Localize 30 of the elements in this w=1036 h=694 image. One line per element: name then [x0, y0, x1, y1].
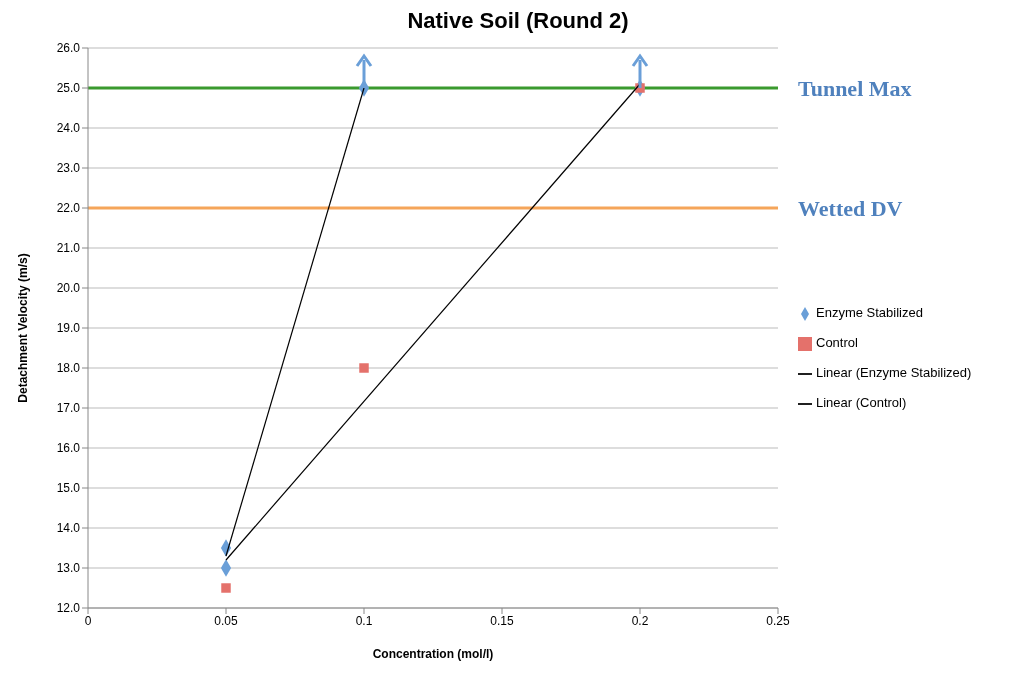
y-tick-label: 22.0 — [56, 201, 81, 216]
legend-label: Linear (Control) — [816, 395, 907, 410]
x-tick-label: 0 — [84, 613, 92, 628]
x-tick-label: 0.2 — [631, 613, 649, 628]
y-tick-label: 19.0 — [56, 321, 81, 336]
x-tick-label: 0.25 — [766, 613, 790, 628]
x-tick-label: 0.05 — [214, 613, 238, 628]
y-tick-label: 24.0 — [56, 121, 81, 136]
y-tick-label: 20.0 — [56, 281, 81, 296]
y-tick-label: 16.0 — [56, 441, 81, 456]
y-tick-label: 12.0 — [56, 601, 81, 616]
legend-label: Enzyme Stabilized — [816, 305, 923, 320]
ref-line-label: Tunnel Max — [798, 75, 912, 101]
y-tick-label: 14.0 — [56, 521, 81, 536]
chart-title: Native Soil (Round 2) — [406, 8, 630, 34]
ref-line-label: Wetted DV — [798, 195, 903, 221]
y-axis-title: Detachment Velocity (m/s) — [16, 253, 31, 403]
y-tick-label: 18.0 — [56, 361, 81, 376]
x-tick-label: 0.1 — [355, 613, 373, 628]
legend-label: Control — [816, 335, 858, 350]
y-tick-label: 17.0 — [56, 401, 81, 416]
y-tick-label: 23.0 — [56, 161, 81, 176]
y-tick-label: 26.0 — [56, 41, 81, 56]
legend-label: Linear (Enzyme Stabilized) — [816, 365, 972, 380]
y-tick-label: 15.0 — [56, 481, 81, 496]
x-tick-label: 0.15 — [490, 613, 514, 628]
y-tick-label: 21.0 — [56, 241, 81, 256]
y-tick-label: 25.0 — [56, 81, 81, 96]
y-tick-label: 13.0 — [56, 561, 81, 576]
x-axis-title: Concentration (mol/l) — [372, 647, 494, 661]
